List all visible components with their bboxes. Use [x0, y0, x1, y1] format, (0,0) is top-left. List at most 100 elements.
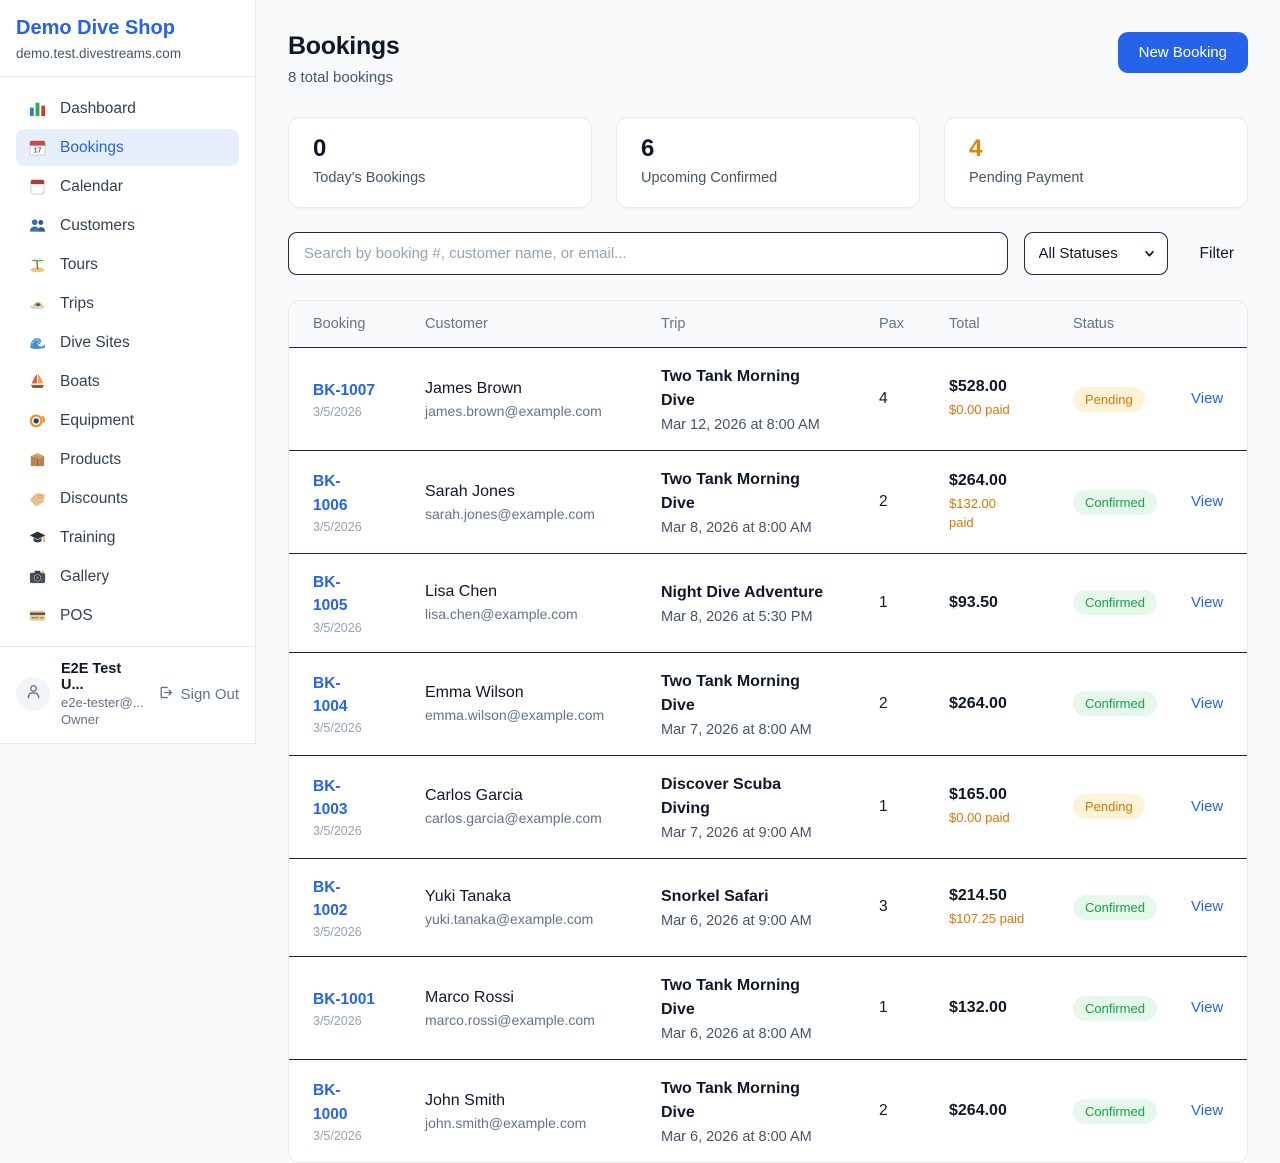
- search-input[interactable]: [288, 232, 1008, 275]
- booking-date: 3/5/2026: [313, 519, 362, 534]
- booking-id-link[interactable]: BK-1001: [313, 990, 376, 1008]
- trip-cell: Two Tank Morning Dive Mar 8, 2026 at 8:00 …: [649, 451, 867, 554]
- new-booking-button[interactable]: New Booking: [1117, 32, 1248, 73]
- sign-out-button[interactable]: Sign Out: [157, 684, 239, 705]
- sidebar-item-trips[interactable]: Trips: [16, 285, 239, 322]
- trip-datetime: Mar 6, 2026 at 8:00 AM: [661, 1026, 812, 1042]
- package-icon: [28, 450, 47, 469]
- status-cell: Pending: [1061, 755, 1179, 858]
- pax-cell: 2: [867, 652, 937, 755]
- table-row: BK-1001 3/5/2026 Marco Rossi marco.rossi@ex…: [289, 956, 1247, 1060]
- customer-name: James Brown: [425, 379, 522, 397]
- status-cell: Confirmed: [1061, 858, 1179, 957]
- sidebar-item-dive-sites[interactable]: Dive Sites: [16, 324, 239, 361]
- sidebar-item-calendar[interactable]: Calendar: [16, 168, 239, 205]
- customer-cell: Emma Wilson emma.wilson@example.com: [413, 652, 649, 755]
- view-link[interactable]: View: [1191, 999, 1224, 1016]
- sidebar-item-equipment[interactable]: Equipment: [16, 402, 239, 439]
- customer-name: Marco Rossi: [425, 988, 514, 1006]
- total-cell: $264.00: [937, 652, 1061, 755]
- camera-icon: [28, 567, 47, 586]
- stat-label: Today's Bookings: [313, 170, 426, 186]
- pax-count: 3: [879, 898, 888, 916]
- trip-name: Snorkel Safari: [661, 888, 769, 906]
- view-link[interactable]: View: [1191, 898, 1224, 916]
- pax-count: 1: [879, 999, 888, 1016]
- graduation-cap-icon: [28, 528, 47, 547]
- view-link[interactable]: View: [1191, 1102, 1224, 1119]
- customer-email: carlos.garcia@example.com: [425, 810, 602, 826]
- view-link[interactable]: View: [1191, 493, 1224, 510]
- stat-label: Pending Payment: [969, 170, 1084, 186]
- sidebar-item-tours[interactable]: Tours: [16, 246, 239, 283]
- customer-email: emma.wilson@example.com: [425, 707, 605, 723]
- booking-cell: BK- 1004 3/5/2026: [289, 652, 413, 755]
- status-select[interactable]: All Statuses: [1023, 232, 1168, 275]
- view-link[interactable]: View: [1191, 390, 1224, 407]
- trip-name: Night Dive Adventure: [661, 583, 824, 601]
- sidebar-item-bookings[interactable]: 17 Bookings: [16, 129, 239, 166]
- trip-name: Two Tank Morning Dive: [661, 368, 800, 409]
- trip-datetime: Mar 12, 2026 at 8:00 AM: [661, 417, 820, 433]
- filter-button[interactable]: Filter: [1199, 244, 1234, 262]
- booking-id-link[interactable]: BK- 1002: [313, 878, 348, 919]
- sidebar-item-products[interactable]: Products: [16, 441, 239, 478]
- sidebar-item-customers[interactable]: Customers: [16, 207, 239, 244]
- booking-id-link[interactable]: BK- 1005: [313, 574, 348, 615]
- trip-cell: Two Tank Morning Dive Mar 12, 2026 at 8:00…: [649, 348, 867, 451]
- booking-date: 3/5/2026: [313, 1128, 362, 1143]
- trip-datetime: Mar 8, 2026 at 8:00 AM: [661, 520, 812, 536]
- actions-cell: View: [1179, 652, 1247, 755]
- stat-label: Upcoming Confirmed: [641, 170, 778, 186]
- booking-cell: BK-1001 3/5/2026: [289, 957, 413, 1060]
- total-cell: $264.00: [937, 1060, 1061, 1163]
- person-icon: [24, 682, 43, 706]
- pax-cell: 4: [867, 348, 937, 451]
- view-link[interactable]: View: [1191, 694, 1224, 712]
- pax-cell: 1: [867, 554, 937, 653]
- page-title: Bookings: [288, 32, 400, 60]
- booking-id-link[interactable]: BK- 1000: [313, 1082, 348, 1123]
- booking-cell: BK- 1003 3/5/2026: [289, 755, 413, 858]
- pax-cell: 1: [867, 755, 937, 858]
- user-meta: E2E Test U... e2e-tester@... Owner: [61, 661, 146, 727]
- sidebar-item-discounts[interactable]: Discounts: [16, 480, 239, 517]
- booking-id-link[interactable]: BK- 1004: [313, 674, 348, 715]
- dive-mask-icon: [28, 411, 47, 430]
- pax-cell: 3: [867, 858, 937, 957]
- status-badge: Pending: [1073, 794, 1145, 819]
- total-amount: $132.00: [949, 999, 1007, 1016]
- total-amount: $528.00: [949, 378, 1007, 396]
- total-amount: $264.00: [949, 694, 1007, 712]
- view-link[interactable]: View: [1191, 797, 1224, 815]
- credit-card-icon: [28, 606, 47, 625]
- sidebar-item-training[interactable]: Training: [16, 519, 239, 556]
- column-header-actions: [1179, 301, 1247, 348]
- booking-date: 3/5/2026: [313, 405, 362, 420]
- customer-cell: Carlos Garcia carlos.garcia@example.com: [413, 755, 649, 858]
- booking-id-link[interactable]: BK- 1003: [313, 777, 348, 818]
- customer-name: Carlos Garcia: [425, 787, 523, 804]
- booking-id-link[interactable]: BK- 1006: [313, 473, 348, 514]
- sidebar-item-boats[interactable]: Boats: [16, 363, 239, 400]
- status-badge: Confirmed: [1073, 691, 1157, 716]
- brand-block: Demo Dive Shop demo.test.divestreams.com: [0, 0, 255, 77]
- column-header-customer: Customer: [413, 301, 649, 348]
- booking-id-link[interactable]: BK-1007: [313, 381, 376, 399]
- stat-card-today-s-bookings: 0 Today's Bookings: [288, 117, 592, 208]
- sign-out-icon: [157, 684, 174, 705]
- sidebar-item-pos[interactable]: POS: [16, 597, 239, 634]
- pax-count: 2: [879, 1102, 888, 1119]
- sidebar-item-label: Calendar: [60, 177, 123, 195]
- booking-cell: BK- 1000 3/5/2026: [289, 1060, 413, 1163]
- paid-amount: $0.00 paid: [949, 402, 1010, 418]
- view-link[interactable]: View: [1191, 593, 1224, 611]
- sidebar-item-gallery[interactable]: Gallery: [16, 558, 239, 595]
- stat-value: 6: [641, 135, 655, 162]
- pax-count: 2: [879, 694, 888, 712]
- column-header-trip: Trip: [649, 301, 867, 348]
- sidebar-item-label: Trips: [60, 294, 94, 312]
- trip-datetime: Mar 6, 2026 at 8:00 AM: [661, 1129, 812, 1145]
- sidebar-item-dashboard[interactable]: Dashboard: [16, 90, 239, 127]
- bookings-calendar-icon: 17: [28, 138, 47, 157]
